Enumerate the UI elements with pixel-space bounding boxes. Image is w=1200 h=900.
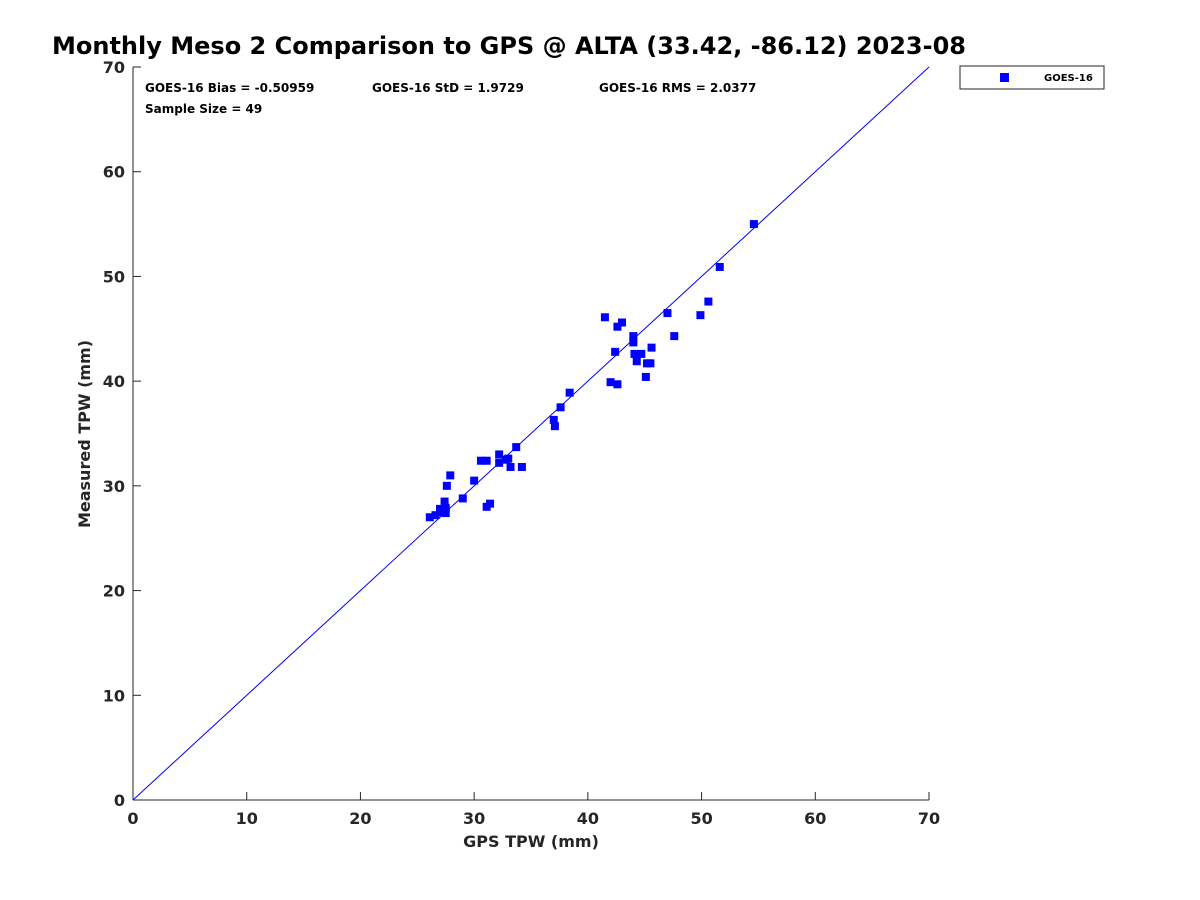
y-tick-label: 60 — [103, 163, 125, 182]
rms-stat: GOES-16 RMS = 2.0377 — [599, 81, 756, 95]
data-point — [470, 476, 479, 485]
y-tick-label: 70 — [103, 58, 125, 77]
data-point — [425, 513, 434, 522]
data-point — [637, 349, 646, 358]
data-point — [641, 372, 650, 381]
x-tick-label: 30 — [463, 809, 485, 828]
one-to-one-line — [132, 66, 930, 801]
chart-title: Monthly Meso 2 Comparison to GPS @ ALTA … — [52, 32, 966, 60]
data-point — [629, 332, 638, 341]
data-point — [613, 380, 622, 389]
data-point — [458, 494, 467, 503]
data-point — [647, 343, 656, 352]
data-point — [486, 499, 495, 508]
data-point — [646, 359, 655, 368]
data-point — [565, 388, 574, 397]
data-point — [549, 415, 558, 424]
y-tick-label: 40 — [103, 372, 125, 391]
data-point — [440, 497, 449, 506]
data-point — [630, 349, 639, 358]
y-tick-label: 10 — [103, 686, 125, 705]
data-point — [704, 297, 713, 306]
std-stat: GOES-16 StD = 1.9729 — [372, 81, 524, 95]
x-axis-label: GPS TPW (mm) — [463, 832, 599, 851]
data-point — [442, 481, 451, 490]
data-point — [482, 456, 491, 465]
data-point — [749, 220, 758, 229]
x-tick-label: 70 — [918, 809, 940, 828]
y-tick-label: 30 — [103, 477, 125, 496]
data-point — [506, 463, 515, 472]
data-point — [504, 454, 513, 463]
data-point — [663, 309, 672, 318]
data-point — [611, 347, 620, 356]
y-tick-label: 20 — [103, 582, 125, 601]
data-point — [495, 450, 504, 459]
legend-marker-square-icon — [1000, 73, 1009, 82]
y-tick-label: 0 — [114, 791, 125, 810]
data-point — [476, 456, 485, 465]
y-tick-label: 50 — [103, 267, 125, 286]
data-point — [437, 508, 446, 517]
y-axis-ticks: 0 10 20 30 40 50 60 70 — [103, 58, 141, 810]
legend: GOES-16 — [959, 65, 1105, 90]
data-point — [556, 403, 565, 412]
x-axis-ticks: 0 10 20 30 40 50 60 70 — [127, 792, 940, 828]
legend-entry-goes16: GOES-16 — [1044, 73, 1093, 84]
data-point — [512, 443, 521, 452]
data-point — [550, 422, 559, 431]
data-point — [696, 311, 705, 320]
data-point — [495, 458, 504, 467]
data-point — [517, 463, 526, 472]
legend-box — [959, 65, 1105, 90]
y-axis-label: Measured TPW (mm) — [75, 340, 94, 528]
data-point — [441, 509, 450, 518]
data-point — [629, 338, 638, 347]
data-point — [613, 322, 622, 331]
data-point — [446, 471, 455, 480]
bias-stat: GOES-16 Bias = -0.50959 — [145, 81, 314, 95]
data-point — [632, 357, 641, 366]
x-tick-label: 40 — [577, 809, 599, 828]
data-point — [617, 318, 626, 327]
data-point — [441, 503, 450, 512]
data-point — [606, 378, 615, 387]
sample-size-stat: Sample Size = 49 — [145, 102, 262, 116]
data-point — [431, 511, 440, 520]
x-tick-label: 10 — [236, 809, 258, 828]
x-tick-label: 20 — [349, 809, 371, 828]
plot-area — [132, 66, 930, 801]
data-point — [670, 332, 679, 341]
x-tick-label: 60 — [804, 809, 826, 828]
data-point — [715, 263, 724, 272]
x-tick-label: 0 — [127, 809, 138, 828]
x-tick-label: 50 — [690, 809, 712, 828]
data-point — [600, 313, 609, 322]
